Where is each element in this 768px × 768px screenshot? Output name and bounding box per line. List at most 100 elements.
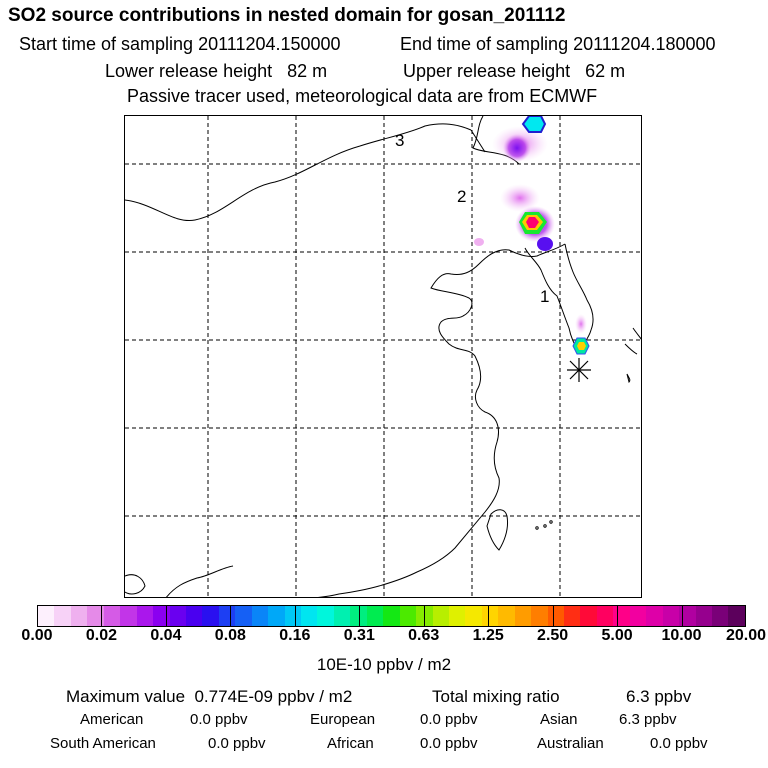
start-time-label: Start time of sampling 20111204.150000 [19, 34, 341, 54]
colorbar-segment [481, 606, 499, 626]
region-value-asian: 6.3 ppbv [619, 711, 677, 728]
region-name-asian: Asian [540, 711, 578, 728]
colorbar-tick-label: 2.50 [537, 627, 569, 644]
colorbar-divider [617, 606, 619, 626]
colorbar-segment [317, 606, 334, 626]
colorbar-segment [333, 606, 351, 626]
colorbar-divider [552, 606, 554, 626]
region-label-2: 2 [457, 187, 466, 206]
colorbar-segment [399, 606, 417, 626]
region-value-australian: 0.0 ppbv [650, 735, 708, 752]
colorbar-segment [235, 606, 252, 626]
region-value-african: 0.0 ppbv [420, 735, 478, 752]
colorbar-segment [366, 606, 384, 626]
colorbar-segment [711, 606, 729, 626]
colorbar-tick-label: 0.31 [343, 627, 375, 644]
plume-purple [503, 134, 531, 162]
colorbar-segment [153, 606, 170, 626]
colorbar-divider [423, 606, 425, 626]
coastline-china [318, 243, 566, 597]
colorbar-segment [679, 606, 696, 626]
concentration-plumes [474, 116, 590, 355]
colorbar-divider [359, 606, 361, 626]
colorbar-segment [629, 606, 647, 626]
colorbar-segment [613, 606, 630, 626]
colorbar-segment [284, 606, 301, 626]
colorbar-divider [101, 606, 103, 626]
colorbar-segment [87, 606, 104, 626]
colorbar-segment [695, 606, 712, 626]
map-title: SO2 source contributions in nested domai… [8, 5, 566, 26]
colorbar-divider [165, 606, 167, 626]
colorbar-tick-label: 1.25 [472, 627, 504, 644]
end-time-label: End time of sampling 20111204.180000 [400, 34, 716, 54]
colorbar-segment [498, 606, 515, 626]
region-name-european: European [310, 711, 376, 728]
region-label-3: 3 [395, 131, 404, 150]
colorbar-segment [564, 606, 581, 626]
map-canvas: 3 2 1 [125, 116, 641, 597]
colorbar-segment [432, 606, 449, 626]
colorbar-segment [531, 606, 548, 626]
maximum-value-label: Maximum value 0.774E-09 ppbv / m2 [66, 687, 353, 706]
colorbar-divider [230, 606, 232, 626]
colorbar-segment [70, 606, 88, 626]
colorbar-segment [465, 606, 482, 626]
map-panel: 3 2 1 [124, 115, 642, 598]
coastline-korea [524, 243, 594, 353]
region-value-european: 0.0 ppbv [420, 711, 478, 728]
colorbar-tick-label: 20.00 [725, 627, 767, 644]
colorbar-segment [251, 606, 269, 626]
colorbar-segment [383, 606, 400, 626]
colorbar-segment [547, 606, 564, 626]
region-label-1: 1 [540, 287, 549, 306]
colorbar-segment [185, 606, 203, 626]
island-taiwan [486, 509, 508, 551]
colorbar-segment [728, 606, 745, 626]
colorbar-tick-label: 0.02 [85, 627, 118, 644]
colorbar-tick-label: 10.00 [661, 627, 702, 644]
colorbar-segment [169, 606, 186, 626]
upper-release-height-label: Upper release height 62 m [403, 61, 626, 81]
region-name-south-american: South American [50, 735, 156, 752]
colorbar-unit: 10E-10 ppbv / m2 [316, 655, 452, 674]
colorbar-segment [350, 606, 367, 626]
colorbar-segment [268, 606, 285, 626]
colorbar-segment [448, 606, 466, 626]
colorbar-segment [301, 606, 318, 626]
region-name-american: American [80, 711, 144, 728]
tracer-note: Passive tracer used, meteorological data… [127, 86, 598, 106]
total-mixing-label: Total mixing ratio [432, 687, 560, 706]
colorbar-tick-label: 0.00 [21, 627, 53, 644]
region-name-african: African [327, 735, 374, 752]
colorbar-segment [136, 606, 154, 626]
plume-core-cyan [521, 116, 547, 133]
colorbar-tick-label: 0.63 [408, 627, 440, 644]
colorbar-divider [294, 606, 296, 626]
colorbar-segment [662, 606, 680, 626]
colorbar-segment [120, 606, 137, 626]
total-mixing-value: 6.3 ppbv [626, 687, 692, 706]
colorbar [37, 605, 746, 627]
colorbar-segment [514, 606, 532, 626]
colorbar-segment [38, 606, 55, 626]
colorbar-divider [488, 606, 490, 626]
colorbar-tick-label: 0.04 [150, 627, 182, 644]
border-north [125, 123, 472, 221]
region-name-australian: Australian [537, 735, 604, 752]
lower-release-height-label: Lower release height 82 m [105, 61, 328, 81]
grid-lines [125, 116, 641, 597]
asterisk-station-marker [567, 358, 591, 382]
colorbar-segment [202, 606, 219, 626]
colorbar-segment [596, 606, 614, 626]
colorbar-segment [218, 606, 236, 626]
colorbar-tick-label: 0.16 [279, 627, 311, 644]
colorbar-segment [54, 606, 71, 626]
colorbar-tick-label: 5.00 [601, 627, 633, 644]
colorbar-divider [681, 606, 683, 626]
region-value-american: 0.0 ppbv [190, 711, 248, 728]
colorbar-tick-label: 0.08 [214, 627, 246, 644]
colorbar-segment [580, 606, 597, 626]
colorbar-segment [103, 606, 121, 626]
colorbar-segment [646, 606, 663, 626]
